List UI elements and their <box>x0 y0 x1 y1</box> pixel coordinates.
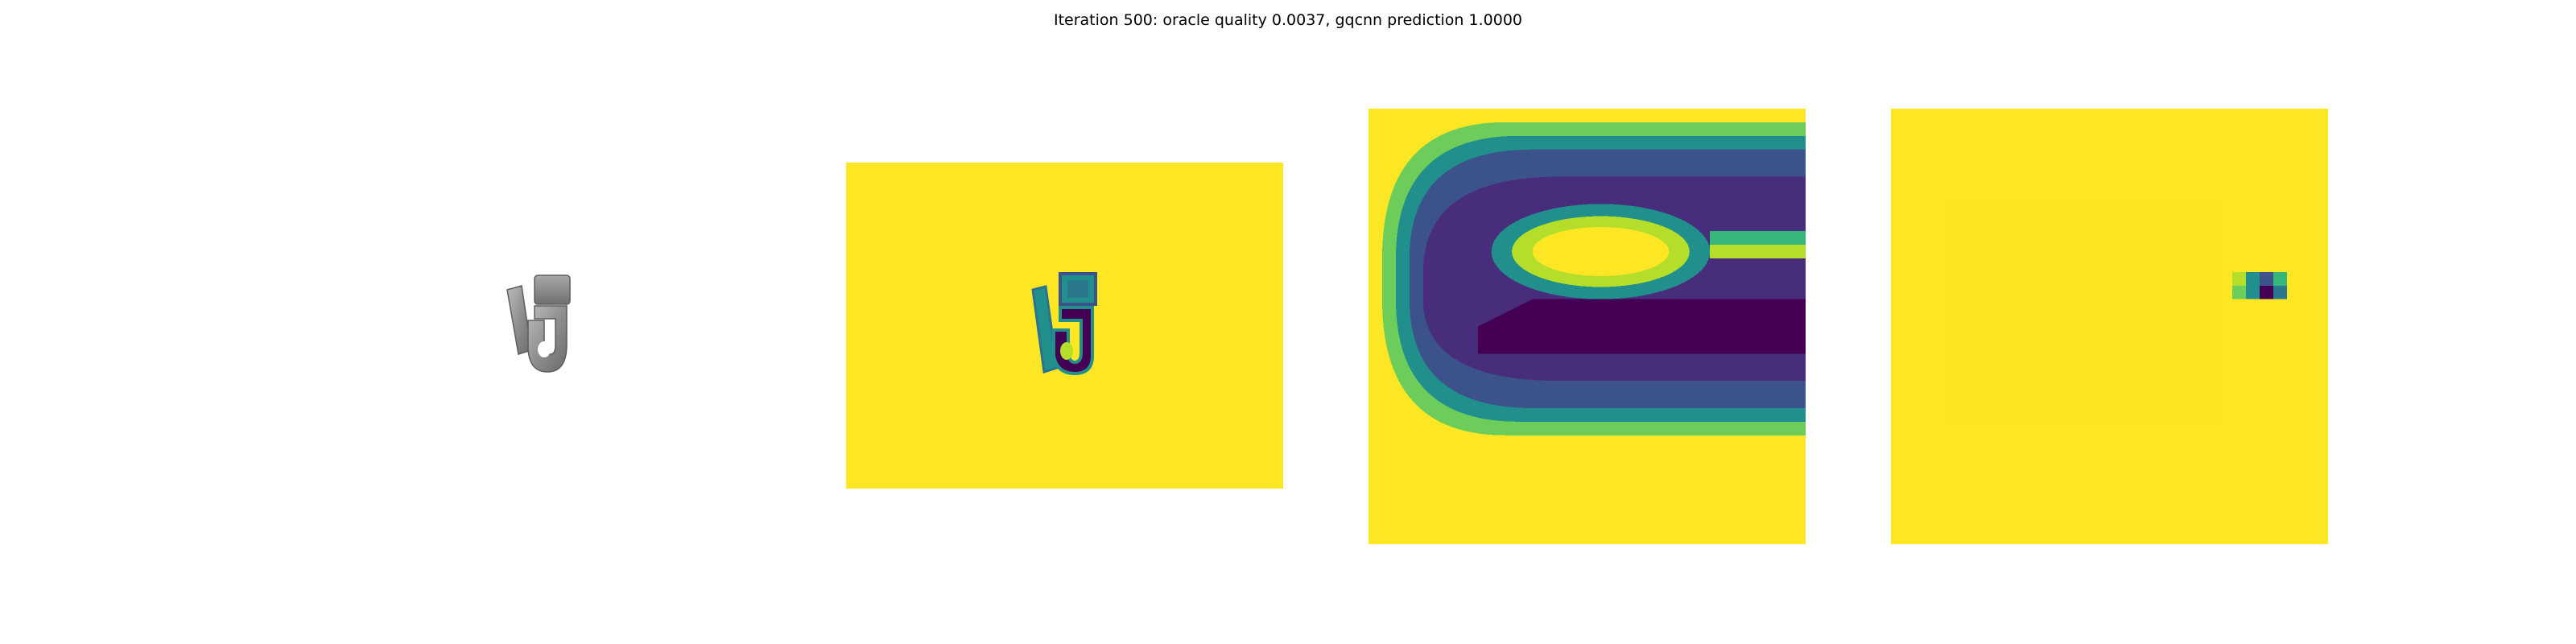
gradient-map-image <box>1891 109 2328 544</box>
gradient-cell <box>2260 271 2274 286</box>
gradient-cell <box>2232 285 2247 299</box>
object-hole <box>538 341 551 357</box>
figure-title: Iteration 500: oracle quality 0.0037, gq… <box>1053 11 1522 29</box>
rendered-object-image <box>506 275 571 373</box>
gradient-cell <box>2273 285 2288 299</box>
depth-hole <box>1060 342 1073 360</box>
gradient-cell <box>2246 285 2260 299</box>
rendered-object-panel <box>451 242 628 402</box>
depth-top-square-inner <box>1067 280 1088 298</box>
object-top-block <box>534 275 571 305</box>
gradient-cell <box>2246 271 2260 286</box>
gradient-faint-region <box>1945 204 2219 422</box>
gradient-cell <box>2260 285 2274 299</box>
gradient-map-panel <box>1891 109 2328 544</box>
depth-left-arm <box>1031 285 1059 374</box>
crop-slot-edge <box>1710 231 1806 246</box>
gradient-cell <box>2232 271 2247 286</box>
depth-crop-panel <box>1368 109 1806 544</box>
object-u-body <box>527 305 568 373</box>
crop-dark-band <box>1477 299 1806 354</box>
depth-crop-image <box>1368 109 1806 544</box>
depth-image-panel <box>846 163 1283 489</box>
crop-slot <box>1710 245 1806 258</box>
depth-background <box>846 163 1283 489</box>
gradient-cell <box>2273 271 2288 286</box>
crop-hole <box>1532 227 1670 276</box>
depth-image <box>846 163 1283 489</box>
